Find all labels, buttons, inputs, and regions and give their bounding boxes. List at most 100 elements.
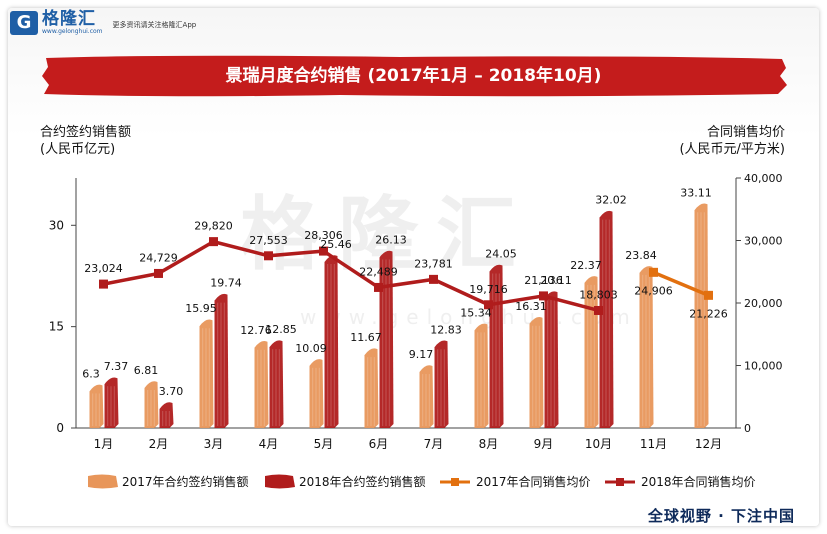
x-tick-label: 4月 [259, 437, 279, 451]
x-tick-label: 2月 [149, 437, 169, 451]
bar-2017-data-label: 33.11 [680, 186, 712, 199]
legend-label: 2018年合同销售均价 [641, 474, 756, 489]
bar-2017 [254, 341, 269, 428]
line-2018-data-label: 24,729 [139, 251, 178, 264]
line-2017-data-label: 24,906 [634, 284, 673, 297]
bar-2018 [599, 210, 614, 428]
logo-tagline: 更多资讯请关注格隆汇App [112, 20, 197, 29]
line-2018-marker [319, 246, 328, 256]
bar-2017 [529, 317, 544, 428]
bar-2017 [364, 348, 379, 428]
bar-2018 [544, 291, 559, 428]
line-2017-line [652, 270, 710, 297]
bar-2018-data-label: 24.05 [485, 248, 517, 261]
x-tick-label: 8月 [479, 437, 499, 451]
y2-tick-label: 40,000 [744, 172, 783, 185]
bar-2017 [419, 365, 434, 428]
title-banner [42, 55, 787, 97]
bar-2018 [214, 293, 229, 428]
bar-2018 [434, 340, 449, 428]
watermark: 格隆汇 [240, 188, 534, 281]
logo-mark: G [10, 10, 38, 35]
bar-2017-data-label: 6.3 [82, 367, 100, 380]
bar-2018-data-label: 32.02 [595, 194, 627, 207]
line-2017-marker [704, 290, 713, 300]
bar-2017 [89, 384, 104, 428]
bar-2017-data-label: 11.67 [350, 331, 382, 344]
bar-2018 [104, 377, 119, 428]
x-tick-label: 6月 [369, 437, 389, 451]
bar-2017 [474, 323, 489, 428]
y2-tick-label: 20,000 [744, 297, 783, 310]
bar-2018-data-label: 26.13 [375, 233, 407, 246]
line-2018-data-label: 28,306 [304, 229, 343, 242]
bar-2018-data-label: 3.70 [159, 385, 184, 398]
logo-name: 格隆汇 [42, 9, 96, 29]
line-2018-marker [154, 268, 163, 278]
x-tick-label: 7月 [424, 437, 444, 451]
bar-2018 [269, 340, 284, 428]
bar-2017-data-label: 10.09 [295, 342, 327, 355]
line-2017-data-label: 21,226 [689, 307, 728, 320]
bar-2018-data-label: 25.46 [320, 238, 352, 251]
line-2018-data-label: 29,820 [194, 220, 233, 233]
logo-url: www.gelonghui.com [42, 28, 103, 35]
legend-swatch-bar [265, 474, 295, 489]
bar-2017-data-label: 15.34 [460, 306, 492, 319]
line-2018-data-label: 23,024 [84, 262, 123, 275]
line-2018-marker [99, 279, 108, 289]
bar-2017-data-label: 9.17 [409, 348, 434, 361]
bar-2017-data-label: 23.84 [625, 249, 657, 262]
bar-2018-data-label: 7.37 [104, 360, 129, 373]
bar-2018-data-label: 12.83 [430, 323, 462, 336]
line-2018-marker [264, 251, 273, 261]
line-2017-marker [649, 267, 658, 277]
line-2018-line [103, 239, 599, 313]
line-2018-marker [429, 274, 438, 284]
bar-2017 [694, 203, 709, 428]
y2-axis-title: 合同销售均价 (人民币元/平方米) [679, 125, 785, 157]
legend-swatch-bar [88, 474, 118, 489]
line-2018-data-label: 22,489 [359, 265, 398, 278]
legend-swatch-marker [451, 478, 459, 486]
line-2018-data-label: 18,803 [579, 288, 618, 301]
y-tick-label: 15 [49, 320, 64, 334]
x-tick-label: 1月 [94, 437, 114, 451]
line-2018-marker [539, 291, 548, 301]
chart-title: 景瑞月度合约销售 (2017年1月 – 2018年10月) [225, 66, 602, 86]
line-2018-data-label: 27,553 [249, 234, 288, 247]
y-tick-label: 30 [49, 218, 64, 232]
logo: G 格隆汇 www.gelonghui.com 更多资讯请关注格隆汇App [10, 10, 196, 35]
line-2018-marker [484, 300, 493, 310]
x-tick-label: 10月 [585, 437, 612, 451]
line-2018-data-label: 19,716 [469, 283, 508, 296]
bar-2017-data-label: 15.95 [185, 302, 217, 315]
y-axis-title: 合约签约销售额 (人民币亿元) [40, 125, 132, 157]
line-2018-marker [594, 305, 603, 315]
x-tick-label: 12月 [695, 437, 722, 451]
x-tick-label: 3月 [204, 437, 224, 451]
y2-tick-label: 30,000 [744, 235, 783, 248]
y2-tick-label: 10,000 [744, 360, 783, 373]
line-2018-marker [374, 282, 383, 292]
bar-2017 [199, 319, 214, 428]
bar-2017-data-label: 6.81 [134, 364, 159, 377]
bar-2017-data-label: 22.37 [570, 259, 602, 272]
bar-2018-data-label: 20.11 [540, 274, 572, 287]
legend-label: 2018年合约签约销售额 [299, 474, 426, 489]
banner-brush-shape [42, 55, 787, 97]
bar-2017 [309, 359, 324, 428]
bar-2017 [144, 381, 159, 428]
x-tick-label: 11月 [640, 437, 667, 451]
bar-2017 [639, 266, 654, 428]
bar-2018-data-label: 12.85 [265, 323, 297, 336]
legend-label: 2017年合约签约销售额 [122, 474, 249, 489]
bar-2017-data-label: 16.31 [515, 300, 547, 313]
line-2018-marker [209, 237, 218, 247]
bar-2018 [379, 250, 394, 428]
y-tick-label: 0 [56, 421, 64, 435]
bar-2018 [159, 402, 174, 428]
line-2018-data-label: 21,136 [524, 274, 563, 287]
legend-label: 2017年合同销售均价 [476, 474, 591, 489]
y2-tick-label: 0 [744, 422, 751, 435]
